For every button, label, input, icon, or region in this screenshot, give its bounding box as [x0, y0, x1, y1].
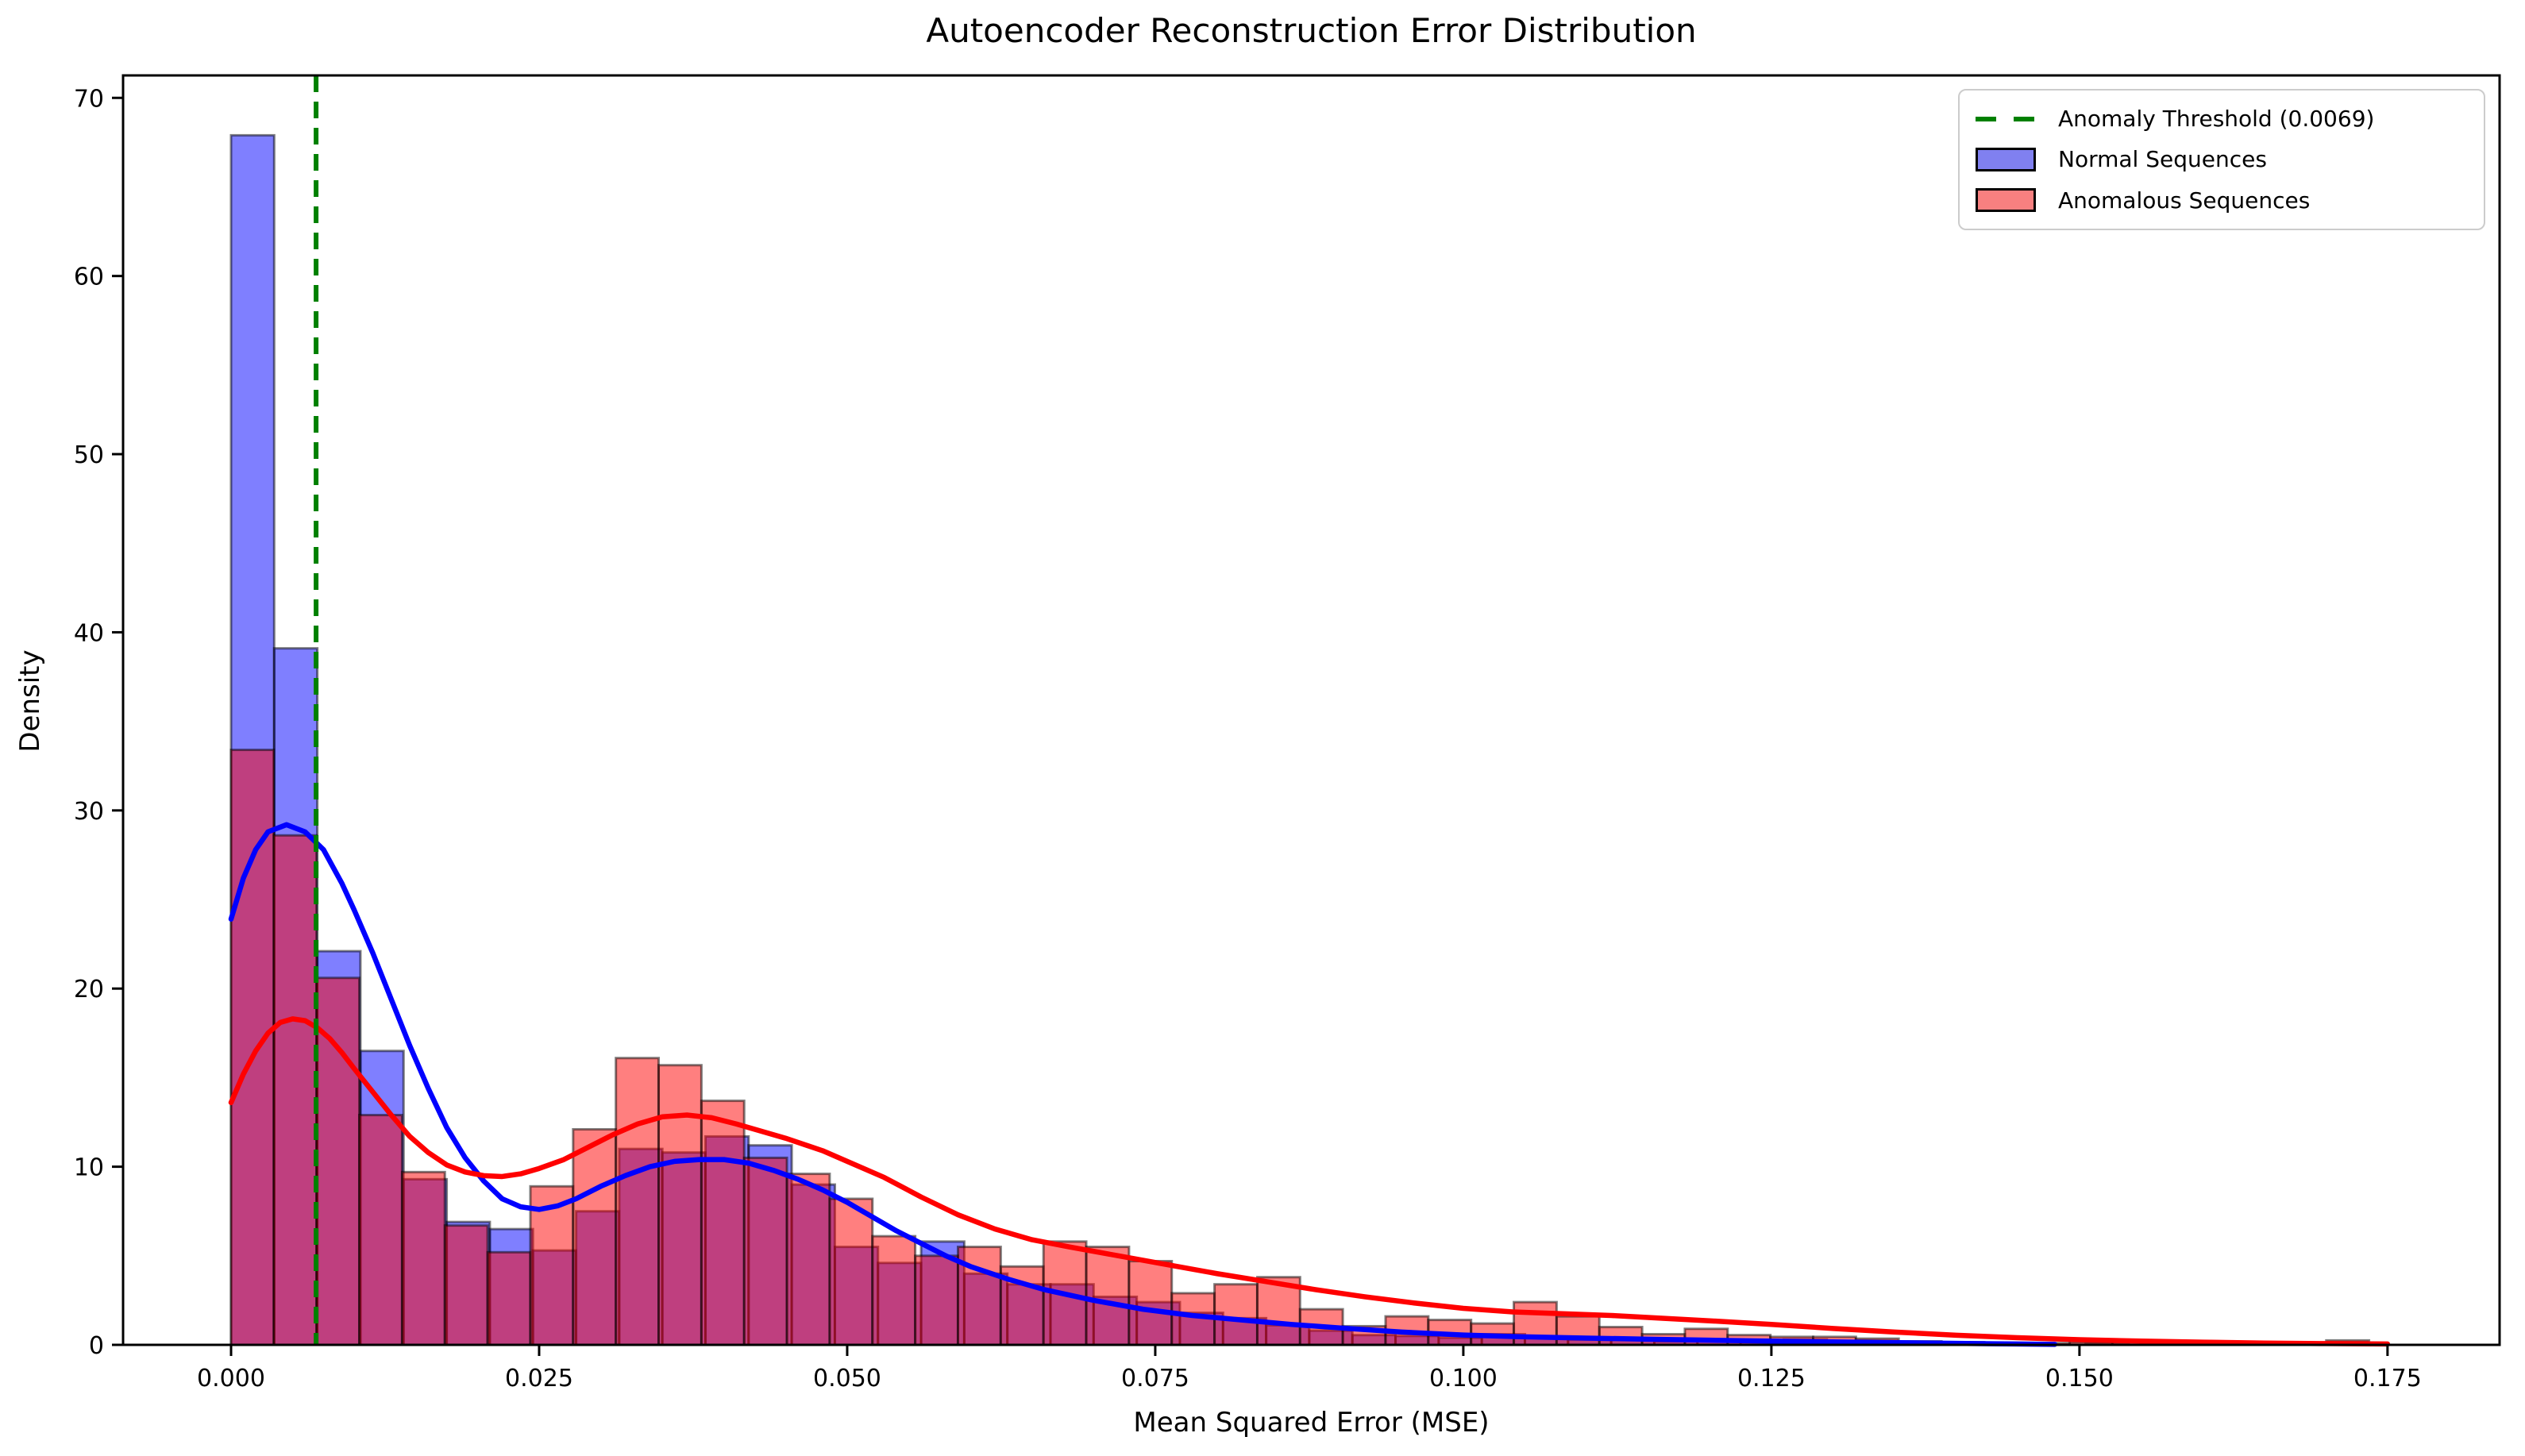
- anomalous-bar: [229, 749, 276, 1346]
- anomalous-bar: [358, 1114, 403, 1346]
- anomalous-bar: [1213, 1283, 1259, 1346]
- x-tick-label: 0.050: [813, 1365, 881, 1392]
- y-axis-label: Density: [14, 649, 46, 753]
- anomalous-bar: [914, 1254, 959, 1346]
- x-tick-label: 0.150: [2045, 1365, 2114, 1392]
- y-tick-label: 20: [74, 976, 104, 1003]
- plot-border: [121, 74, 2501, 1346]
- legend-label: Anomaly Threshold (0.0069): [2058, 106, 2375, 133]
- anomalous-bar: [529, 1184, 575, 1346]
- anomalous-bar: [742, 1156, 788, 1346]
- x-tick-label: 0.125: [1737, 1365, 1806, 1392]
- anomalous-bar: [956, 1246, 1002, 1346]
- anomalous-patch-icon: [1976, 188, 2036, 213]
- x-axis-label: Mean Squared Error (MSE): [1133, 1407, 1490, 1439]
- anomalous-bar: [828, 1197, 874, 1346]
- y-tick-label: 70: [74, 85, 104, 113]
- anomalous-kde-curve: [228, 1016, 2391, 1347]
- legend-label: Normal Sequences: [2058, 146, 2267, 173]
- anomalous-bar: [871, 1235, 917, 1346]
- legend: Anomaly Threshold (0.0069) Normal Sequen…: [1958, 89, 2485, 230]
- y-tick-label: 50: [74, 441, 104, 469]
- y-tick-label: 60: [74, 264, 104, 291]
- legend-item-threshold: Anomaly Threshold (0.0069): [1974, 102, 2469, 137]
- anomalous-bar: [700, 1100, 746, 1346]
- y-tick-label: 30: [74, 798, 104, 826]
- legend-label: Anomalous Sequences: [2058, 187, 2311, 214]
- y-tick-label: 10: [74, 1154, 104, 1182]
- anomalous-bar: [572, 1127, 618, 1346]
- anomalous-bar: [785, 1173, 831, 1346]
- x-tick-label: 0.075: [1121, 1365, 1189, 1392]
- legend-item-anomalous: Anomalous Sequences: [1974, 183, 2469, 218]
- y-tick-label: 0: [89, 1332, 104, 1360]
- legend-item-normal: Normal Sequences: [1974, 142, 2469, 177]
- anomalous-bar: [443, 1224, 489, 1346]
- x-tick-label: 0.025: [505, 1365, 573, 1392]
- normal-kde-curve: [228, 822, 2058, 1347]
- anomalous-bar: [1128, 1260, 1174, 1346]
- anomalous-bar: [615, 1057, 661, 1346]
- anomalous-bar: [486, 1250, 532, 1346]
- chart-title: Autoencoder Reconstruction Error Distrib…: [926, 11, 1697, 50]
- x-tick-label: 0.175: [2353, 1365, 2422, 1392]
- x-tick-label: 0.100: [1429, 1365, 1498, 1392]
- normal-patch-icon: [1976, 147, 2036, 171]
- anomalous-bar: [1085, 1246, 1131, 1346]
- anomalous-bar: [400, 1170, 446, 1346]
- anomalous-bar: [657, 1064, 703, 1346]
- threshold-dash-icon: [1974, 115, 2037, 123]
- x-tick-label: 0.000: [197, 1365, 265, 1392]
- anomalous-bar: [272, 834, 318, 1346]
- y-tick-label: 40: [74, 619, 104, 647]
